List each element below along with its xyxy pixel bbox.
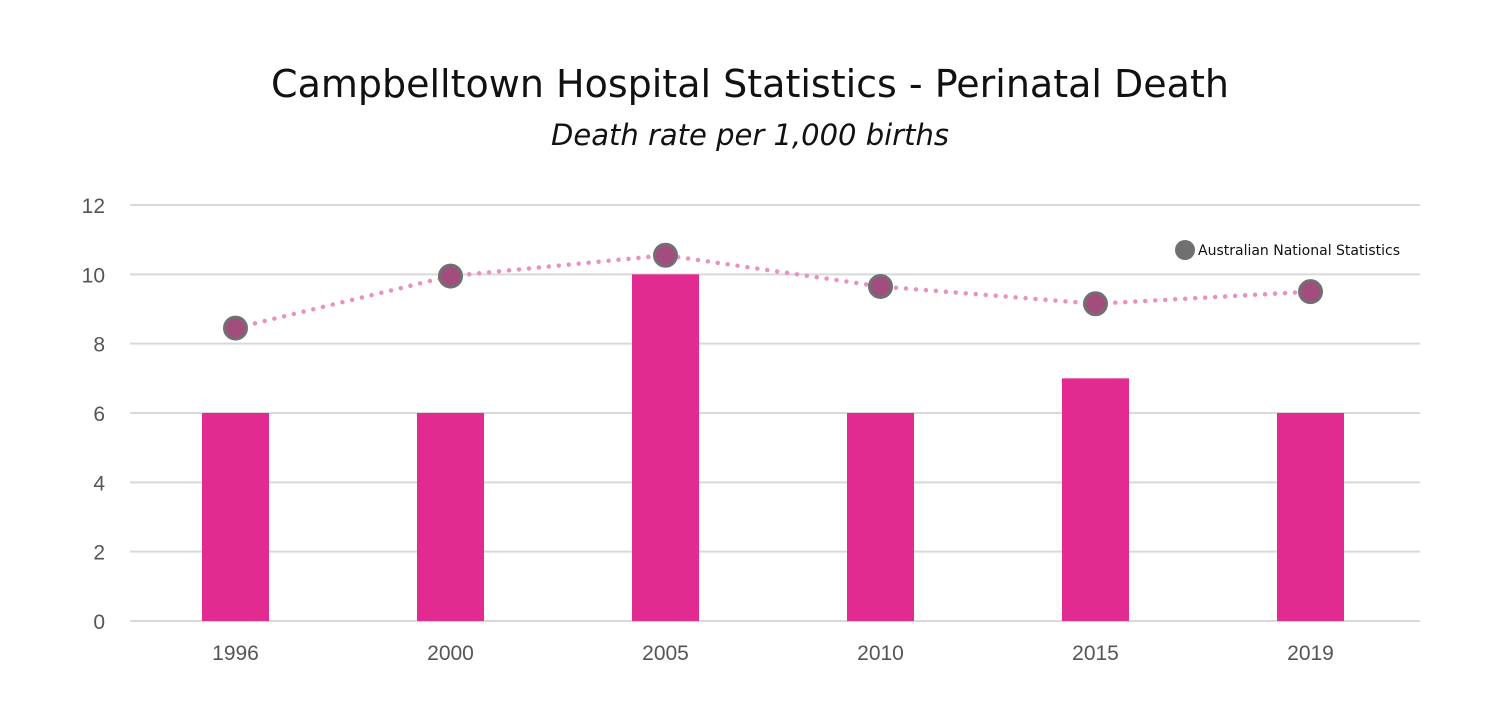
legend: Australian National Statistics — [1175, 240, 1400, 260]
legend-marker — [1175, 240, 1195, 260]
chart-subtitle: Death rate per 1,000 births — [551, 118, 949, 152]
bar — [632, 274, 699, 621]
bar — [417, 413, 484, 621]
x-tick-label: 2019 — [1287, 642, 1334, 665]
data-point — [868, 273, 893, 299]
y-tick-label: 12 — [82, 195, 105, 218]
data-point — [223, 315, 248, 341]
y-tick-label: 4 — [93, 472, 105, 495]
bar — [202, 413, 269, 621]
legend-label: Australian National Statistics — [1198, 243, 1400, 259]
data-point — [1298, 279, 1323, 305]
x-tick-label: 2000 — [427, 642, 474, 665]
y-tick-label: 0 — [93, 611, 105, 634]
y-tick-label: 10 — [82, 264, 105, 287]
data-point — [438, 263, 463, 289]
data-point — [1083, 291, 1108, 317]
bar — [1062, 378, 1129, 621]
x-tick-label: 2015 — [1072, 642, 1119, 665]
data-point — [653, 242, 678, 268]
x-tick-label: 1996 — [212, 642, 259, 665]
bar — [1277, 413, 1344, 621]
bar — [847, 413, 914, 621]
x-tick-label: 2005 — [642, 642, 689, 665]
x-tick-label: 2010 — [857, 642, 904, 665]
series-line — [233, 253, 1313, 331]
y-tick-label: 8 — [93, 334, 105, 357]
y-tick-label: 2 — [93, 542, 105, 565]
y-tick-label: 6 — [93, 403, 105, 426]
chart-title: Campbelltown Hospital Statistics - Perin… — [271, 62, 1229, 106]
